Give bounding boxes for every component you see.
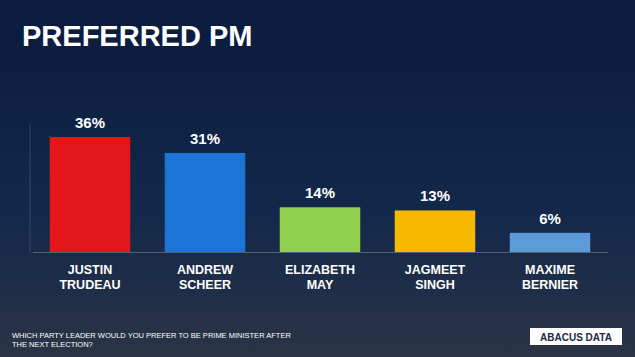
background [0, 0, 635, 357]
x-tick-label: MAXIMEBERNIER [522, 263, 578, 292]
x-axis-line [33, 252, 608, 253]
x-tick: MAXIMEBERNIER [522, 252, 578, 292]
x-tick: JAGMEETSINGH [405, 252, 466, 292]
x-tick: ANDREWSCHEER [177, 252, 233, 292]
x-tick-label: ELIZABETHMAY [285, 263, 355, 292]
bar [395, 210, 476, 252]
x-tick-label: JAGMEETSINGH [405, 263, 466, 292]
source: ABACUS DATA [540, 332, 612, 343]
bar [50, 137, 131, 252]
data-label: 14% [305, 184, 335, 201]
logo-box [530, 328, 622, 345]
data-label: 6% [539, 210, 561, 227]
y-axis-line [30, 124, 31, 252]
bar [280, 207, 361, 252]
title: PREFERRED PM [22, 20, 252, 52]
x-tick: ELIZABETHMAY [285, 252, 355, 292]
data-label: 31% [190, 130, 220, 147]
bar [165, 153, 246, 252]
x-tick-label: JUSTINTRUDEAU [59, 263, 120, 292]
data-label: 36% [75, 114, 105, 131]
x-tick-label: ANDREWSCHEER [177, 263, 233, 292]
subtitle: WHICH PARTY LEADER WOULD YOU PREFER TO B… [12, 331, 291, 349]
x-tick: JUSTINTRUDEAU [59, 252, 120, 292]
bar [510, 233, 591, 252]
plot-area [50, 137, 591, 252]
chart: PREFERRED PM 36% 31% 14% 13% 6% JUSTINTRUDEAU A… [0, 0, 635, 357]
data-label: 13% [420, 187, 450, 204]
x-axis: JUSTINTRUDEAU ANDREWSCHEER ELIZABETHMAY JAG… [33, 252, 608, 292]
